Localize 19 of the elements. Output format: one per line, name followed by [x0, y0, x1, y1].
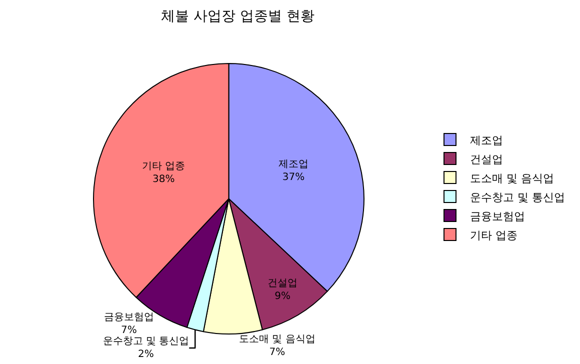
data-label: 37% [282, 172, 305, 183]
legend-label: 제조업 [470, 134, 503, 147]
slice-label: 금융보험업 [104, 312, 154, 324]
slice-label: 건설업 [268, 278, 298, 289]
legend-label: 건설업 [470, 152, 503, 166]
data-label: 38% [152, 174, 175, 185]
chart-title: 체불 사업장 업종별 현황 [161, 8, 314, 25]
data-label: 7% [269, 346, 286, 358]
legend-label: 운수창고 및 통신업 [470, 190, 565, 204]
data-label: 9% [274, 290, 291, 302]
slice-label: 제조업 [278, 158, 308, 170]
legend-label: 기타 업종 [470, 228, 518, 242]
data-label: 7% [120, 325, 137, 336]
slice-label: 운수창고 및 통신업 [102, 336, 190, 348]
data-label: 2% [138, 349, 154, 360]
legend-label: 도소매 및 음식업 [470, 172, 554, 185]
slice-label: 기타 업종 [142, 160, 186, 172]
slice-label: 도소매 및 음식업 [238, 334, 316, 345]
legend-label: 금융보험업 [470, 210, 525, 223]
